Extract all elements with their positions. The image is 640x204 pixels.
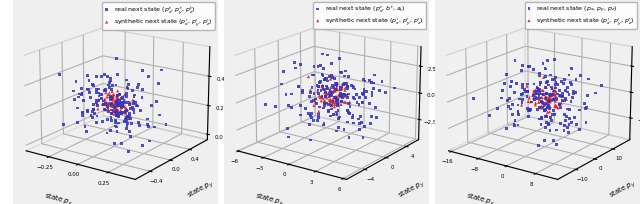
Legend: real next state ($p_x$, $p_y$, $p_z$), synthetic next state ($p_x'$, $p_y'$, $p_: real next state ($p_x$, $p_y$, $p_z$), s… [525, 3, 637, 30]
X-axis label: state $p_x$: state $p_x$ [254, 190, 285, 204]
X-axis label: state $p_x$: state $p_x$ [43, 190, 74, 204]
Y-axis label: state $p_y$: state $p_y$ [186, 177, 217, 201]
Y-axis label: state $p_y$: state $p_y$ [608, 177, 639, 201]
Legend: real next state ($p_x^t$, $b^t$, $a_t$), synthetic next state ($p_x'$, $p_y'$, $: real next state ($p_x^t$, $b^t$, $a_t$),… [314, 3, 426, 30]
Legend: real next state ($p_x^t$, $p_y^t$, $p_z^t$), synthetic next state ($p_x'$, $p_y': real next state ($p_x^t$, $p_y^t$, $p_z^… [102, 3, 214, 31]
Y-axis label: state $p_y$: state $p_y$ [397, 177, 428, 201]
X-axis label: state $p_x$: state $p_x$ [465, 190, 497, 204]
